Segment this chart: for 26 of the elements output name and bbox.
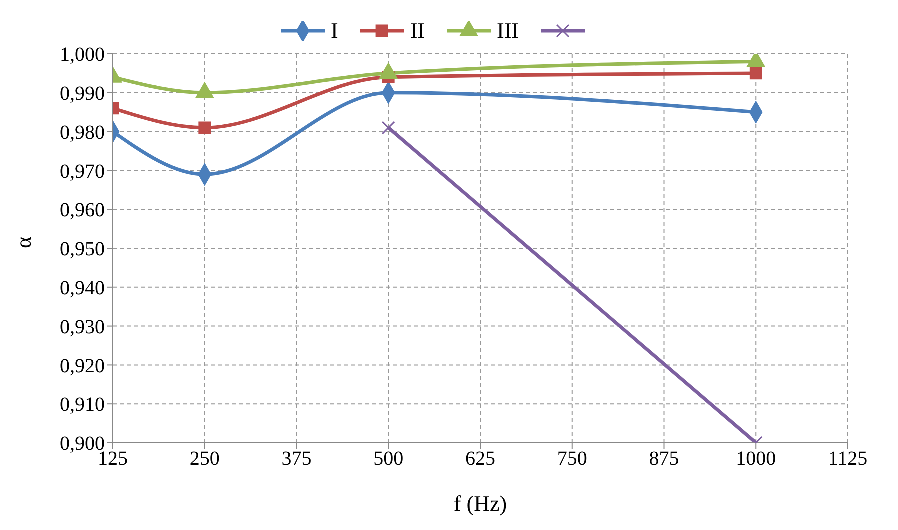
point xyxy=(382,121,396,135)
legend-label: III xyxy=(497,18,519,44)
x-tick-label: 750 xyxy=(557,448,588,470)
y-tick-label: 0,960 xyxy=(60,200,105,222)
y-tick-label: 0,950 xyxy=(60,238,105,261)
point xyxy=(750,67,762,80)
point xyxy=(198,122,212,134)
y-tick-label: 0,930 xyxy=(60,316,105,338)
x-tick-label: 625 xyxy=(466,448,496,470)
y-tick-label: 0,940 xyxy=(60,278,105,300)
y-tick-label: 0,970 xyxy=(60,160,105,183)
y-tick-label: 1,000 xyxy=(60,44,105,66)
x-tick-label: 500 xyxy=(374,448,404,470)
x-tick-label: 375 xyxy=(282,448,312,470)
legend-label: II xyxy=(410,18,425,44)
x-tick-label: 250 xyxy=(190,448,220,470)
y-tick-label: 0,910 xyxy=(60,394,105,416)
x-tick-label: 1000 xyxy=(736,448,776,470)
y-tick-label: 0,980 xyxy=(60,122,105,144)
y-tick-label: 0,990 xyxy=(60,83,105,105)
legend-label: I xyxy=(331,18,338,44)
y-tick-label: 0,920 xyxy=(60,355,105,378)
y-axis-title: α xyxy=(10,236,36,248)
x-axis-title: f (Hz) xyxy=(454,491,508,516)
x-tick-label: 1125 xyxy=(828,448,868,470)
x-tick-label: 875 xyxy=(649,448,680,470)
